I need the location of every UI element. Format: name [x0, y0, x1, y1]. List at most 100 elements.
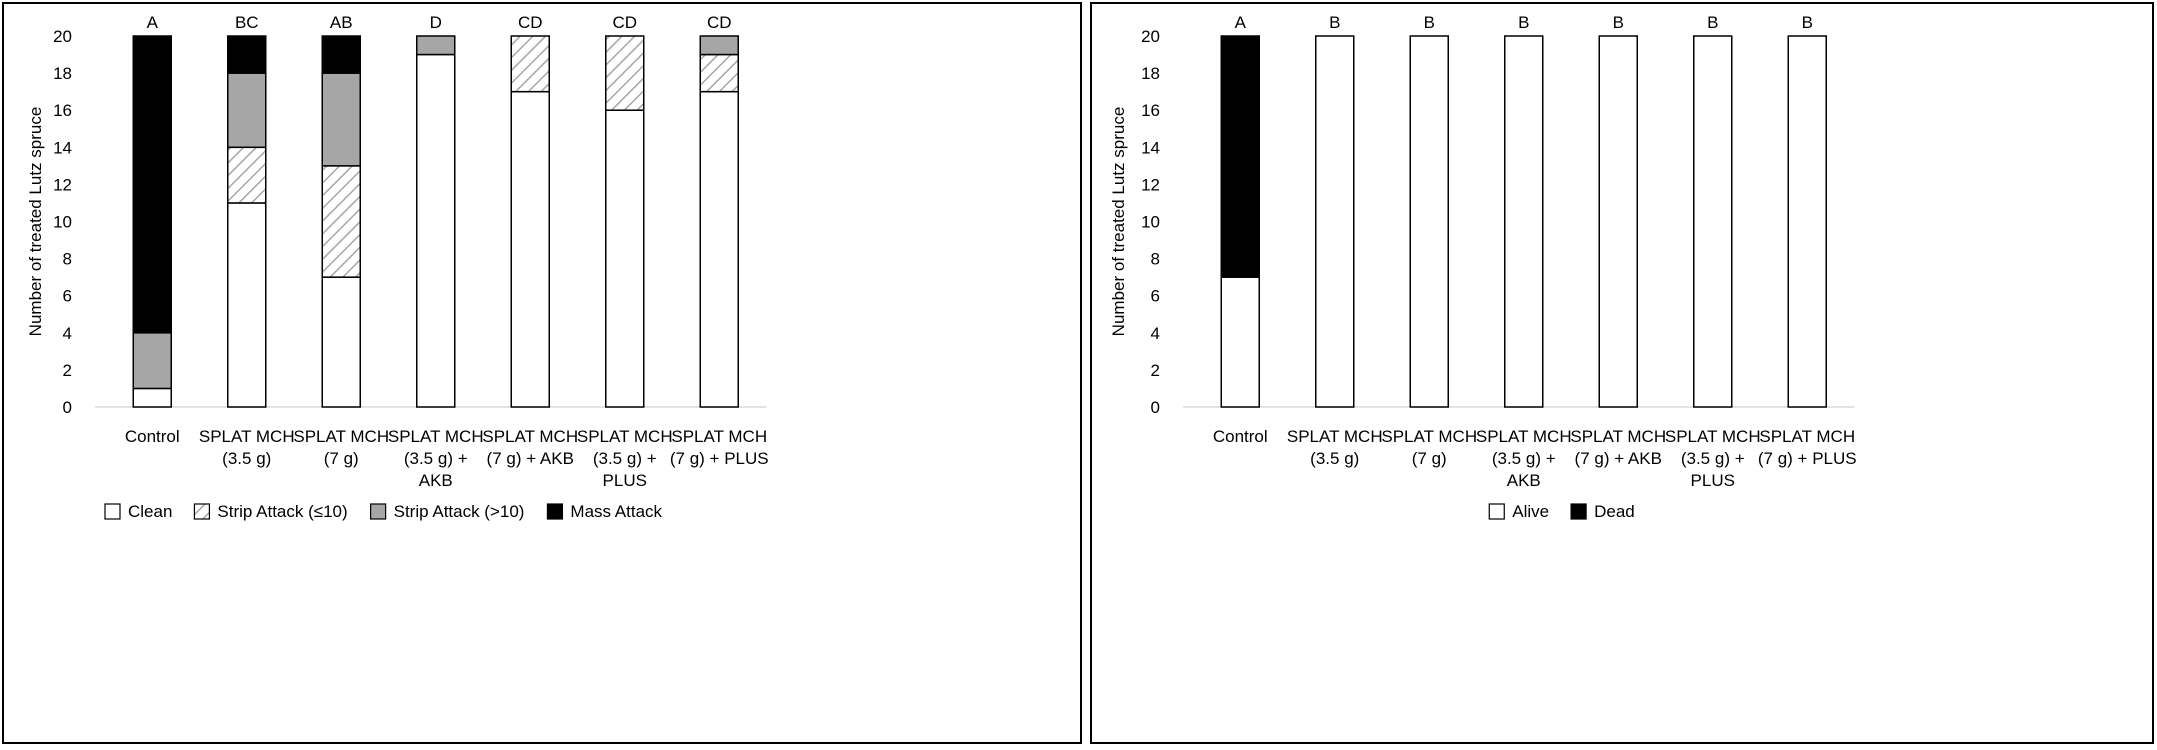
legend-label: Strip Attack (≤10)	[217, 502, 347, 521]
bar-segment-clean	[699, 90, 739, 408]
bar-segment-clean	[227, 202, 267, 408]
bar-segment-strip_large	[132, 332, 172, 390]
legend-label: Dead	[1594, 502, 1635, 521]
bar-segment-alive	[1787, 35, 1827, 408]
y-tick-label: 8	[1151, 250, 1160, 269]
bar-segment-alive	[1409, 35, 1449, 408]
bar-segment-strip_small	[510, 35, 550, 93]
x-category-label: SPLAT MCH	[293, 427, 389, 446]
y-tick-label: 16	[1141, 101, 1160, 120]
x-category-label: (3.5 g) +	[593, 449, 657, 468]
y-axis-label: Number of treated Lutz spruce	[1109, 107, 1128, 337]
significance-letter: B	[1424, 13, 1435, 32]
significance-letter: D	[430, 13, 442, 32]
x-category-label: (3.5 g)	[1310, 449, 1359, 468]
bar-segment-mass	[132, 35, 172, 334]
x-category-label: (3.5 g) +	[1681, 449, 1745, 468]
bar-segment-alive	[1598, 35, 1638, 408]
x-category-label: (3.5 g) +	[404, 449, 468, 468]
significance-letter: B	[1613, 13, 1624, 32]
bar-segment-alive	[1693, 35, 1733, 408]
bar-segment-strip_large	[699, 35, 739, 56]
y-tick-label: 0	[1151, 398, 1160, 417]
significance-letter: B	[1802, 13, 1813, 32]
x-category-label: PLUS	[1691, 471, 1735, 490]
left-stacked-bar-chart: 0 2 4 6 8 10 12 14 16 18 20 Number of treated Lutz …	[26, 13, 769, 521]
x-category-label: (3.5 g)	[222, 449, 271, 468]
y-tick-label: 16	[53, 101, 72, 120]
y-tick-label: 2	[1151, 361, 1160, 380]
y-tick-label: 10	[1141, 213, 1160, 232]
x-category-label: SPLAT MCH	[1381, 427, 1477, 446]
y-tick-label: 12	[1141, 175, 1160, 194]
y-tick-label: 18	[1141, 64, 1160, 83]
bar-segment-clean	[605, 109, 645, 408]
x-category-label: Control	[1213, 427, 1268, 446]
bar-segment-mass	[227, 35, 267, 74]
y-tick-label: 6	[63, 287, 72, 306]
bar-segment-strip_large	[416, 35, 456, 56]
y-tick-label: 0	[63, 398, 72, 417]
y-tick-label: 14	[1141, 138, 1160, 157]
significance-letter: B	[1707, 13, 1718, 32]
bar-segment-dead	[1220, 35, 1260, 278]
legend-swatch-dead	[1570, 503, 1587, 520]
x-category-label: (7 g) + PLUS	[1758, 449, 1857, 468]
bar-segment-alive	[1504, 35, 1544, 408]
y-tick-label: 20	[53, 27, 72, 46]
x-category-label: SPLAT MCH	[1570, 427, 1666, 446]
bar-segment-alive	[1220, 276, 1260, 408]
y-tick-label: 4	[1151, 324, 1160, 343]
y-tick-label: 8	[63, 250, 72, 269]
bar-segment-strip_small	[321, 165, 361, 278]
right-chart-panel: 0 2 4 6 8 10 12 14 16 18 20 Number of treated Lutz …	[1090, 2, 2154, 744]
significance-letter: B	[1518, 13, 1529, 32]
bar-segment-strip_small	[605, 35, 645, 111]
bar-segment-strip_small	[699, 53, 739, 93]
legend-swatch-alive	[1488, 503, 1505, 520]
y-tick-label: 20	[1141, 27, 1160, 46]
y-axis-label: Number of treated Lutz spruce	[26, 107, 45, 337]
x-category-label: AKB	[419, 471, 453, 490]
left-chart-panel: 0 2 4 6 8 10 12 14 16 18 20 Number of treated Lutz …	[2, 2, 1082, 744]
y-tick-label: 10	[53, 213, 72, 232]
x-category-label: SPLAT MCH	[1759, 427, 1855, 446]
x-category-label: SPLAT MCH	[388, 427, 484, 446]
legend-swatch-strip_small	[193, 503, 211, 520]
significance-letter: CD	[707, 13, 732, 32]
legend-swatch-clean	[104, 503, 121, 520]
x-category-label: (7 g)	[1412, 449, 1447, 468]
x-category-label: AKB	[1507, 471, 1541, 490]
y-tick-label: 18	[53, 64, 72, 83]
legend-label: Alive	[1512, 502, 1549, 521]
x-category-label: (3.5 g) +	[1492, 449, 1556, 468]
bar-segment-strip_small	[227, 146, 267, 204]
bar-segment-mass	[321, 35, 361, 74]
bar-segment-clean	[510, 90, 550, 408]
legend-swatch-mass	[546, 503, 564, 520]
x-category-label: (7 g)	[324, 449, 359, 468]
significance-letter: CD	[612, 13, 637, 32]
x-category-label: SPLAT MCH	[1476, 427, 1572, 446]
significance-letter: A	[147, 13, 159, 32]
x-category-label: SPLAT MCH	[199, 427, 295, 446]
x-category-label: (7 g) + AKB	[487, 449, 574, 468]
x-category-label: SPLAT MCH	[1665, 427, 1761, 446]
y-tick-label: 12	[53, 175, 72, 194]
significance-letter: A	[1235, 13, 1247, 32]
y-tick-label: 4	[63, 324, 72, 343]
significance-letter: BC	[235, 13, 259, 32]
right-stacked-bar-chart: 0 2 4 6 8 10 12 14 16 18 20 Number of treated Lutz …	[1109, 13, 1857, 521]
significance-letter: B	[1329, 13, 1340, 32]
bar-segment-alive	[1315, 35, 1355, 408]
x-category-label: SPLAT MCH	[482, 427, 578, 446]
bar-segment-clean	[416, 53, 456, 408]
x-category-label: (7 g) + AKB	[1575, 449, 1662, 468]
legend-label: Clean	[128, 502, 172, 521]
bar-segment-clean	[132, 387, 172, 408]
x-category-label: PLUS	[603, 471, 647, 490]
bar-segment-strip_large	[321, 72, 361, 167]
significance-letter: AB	[330, 13, 353, 32]
legend-label: Strip Attack (>10)	[394, 502, 525, 521]
y-tick-label: 2	[63, 361, 72, 380]
